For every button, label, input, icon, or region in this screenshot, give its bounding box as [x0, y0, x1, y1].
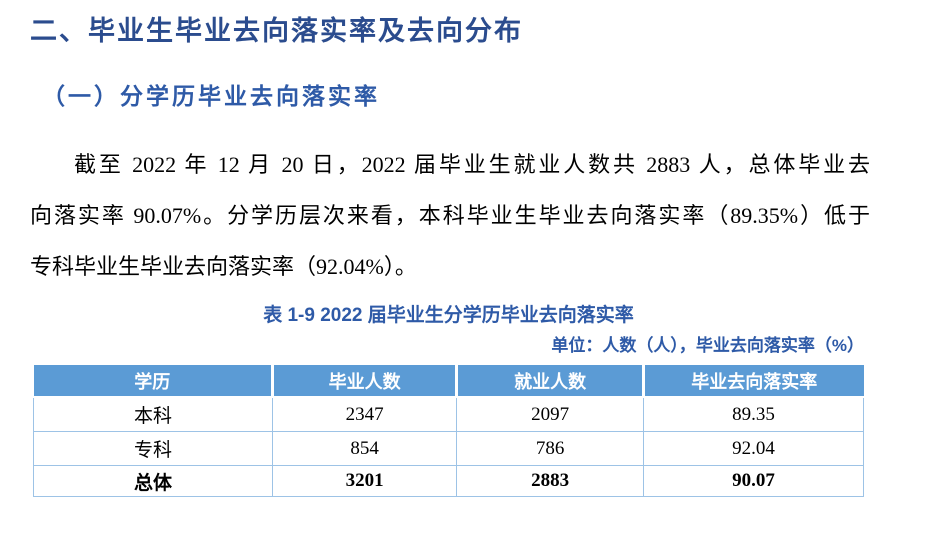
cell-graduates: 2347	[272, 396, 458, 432]
table-unit-note: 单位：人数（人），毕业去向落实率（%）	[551, 336, 864, 355]
body-paragraph: 截至 2022 年 12 月 20 日，2022 届毕业生就业人数共 2883 …	[30, 139, 870, 292]
cell-education-level: 本科	[32, 396, 274, 432]
section-title: 二、毕业生毕业去向落实率及去向分布	[30, 16, 523, 46]
paragraph-line-3: 专科毕业生毕业去向落实率（92.04%）。	[30, 254, 417, 279]
cell-graduates: 3201	[272, 465, 458, 497]
header-cell-rate: 毕业去向落实率	[642, 365, 864, 398]
paragraph-line-1: 截至 2022 年 12 月 20 日，2022 届毕业生就业人数共 2883 …	[74, 152, 870, 177]
cell-rate: 92.04	[643, 431, 864, 466]
employment-rate-table: 学历 毕业人数 就业人数 毕业去向落实率 本科 2347 2097 89.35 …	[32, 365, 864, 497]
paragraph-line-2: 向落实率 90.07%。分学历层次来看，本科毕业生毕业去向落实率（89.35%）…	[30, 203, 870, 228]
cell-education-level: 专科	[32, 431, 274, 466]
header-cell-graduates: 毕业人数	[271, 365, 457, 398]
cell-graduates: 854	[272, 431, 458, 466]
table-header-row: 学历 毕业人数 就业人数 毕业去向落实率	[33, 365, 864, 398]
table-row-total: 总体 3201 2883 90.07	[32, 465, 864, 497]
cell-employed: 2097	[456, 396, 645, 432]
cell-education-level: 总体	[32, 465, 274, 497]
cell-rate: 90.07	[643, 465, 864, 497]
header-cell-education-level: 学历	[33, 365, 273, 398]
cell-employed: 2883	[456, 465, 645, 497]
table-row: 本科 2347 2097 89.35	[32, 396, 864, 432]
cell-employed: 786	[456, 431, 645, 466]
header-cell-employed: 就业人数	[455, 365, 644, 398]
table-caption: 表 1-9 2022 届毕业生分学历毕业去向落实率	[263, 305, 634, 326]
cell-rate: 89.35	[643, 396, 864, 432]
table-row: 专科 854 786 92.04	[32, 431, 864, 466]
subsection-title: （一）分学历毕业去向落实率	[42, 83, 380, 109]
